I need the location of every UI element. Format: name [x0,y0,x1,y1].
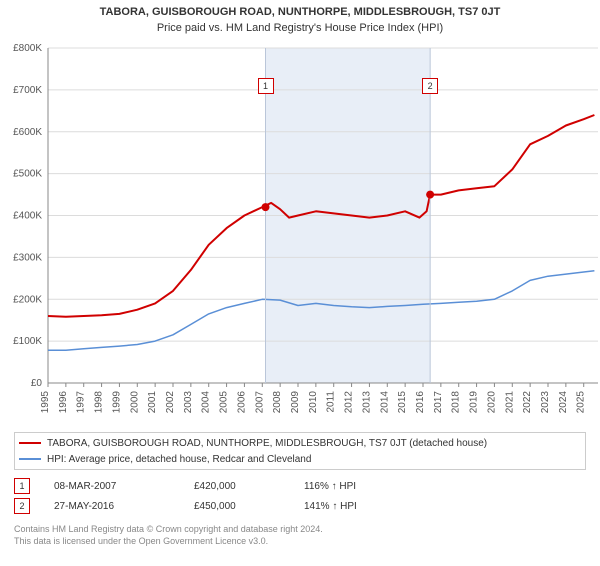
svg-text:2015: 2015 [397,391,408,414]
chart-area: £0 £100K £200K £300K £400K £500K £600K £700K £80… [0,38,600,428]
svg-text:1998: 1998 [94,391,105,414]
svg-text:2022: 2022 [522,391,533,414]
svg-text:2010: 2010 [308,391,319,414]
annotation-row: 1 08-MAR-2007 £420,000 116% ↑ HPI [14,476,586,496]
footer-line: Contains HM Land Registry data © Crown c… [14,524,586,536]
chart-title-main: TABORA, GUISBOROUGH ROAD, NUNTHORPE, MID… [0,6,600,18]
svg-text:2024: 2024 [558,391,569,414]
svg-text:£200K: £200K [13,294,42,305]
annotation-price: £420,000 [194,481,304,492]
svg-text:2014: 2014 [379,391,390,414]
annotation-date: 08-MAR-2007 [54,481,194,492]
svg-text:2018: 2018 [451,391,462,414]
svg-text:2019: 2019 [469,391,480,414]
annotation-date: 27-MAY-2016 [54,501,194,512]
legend-item: TABORA, GUISBOROUGH ROAD, NUNTHORPE, MID… [19,435,581,451]
svg-text:2023: 2023 [540,391,551,414]
svg-text:1996: 1996 [58,391,69,414]
legend-swatch [19,442,41,444]
svg-text:1995: 1995 [40,391,51,414]
svg-text:£0: £0 [31,378,43,389]
annotation-hpi: 116% ↑ HPI [304,481,356,492]
line-chart: £0 £100K £200K £300K £400K £500K £600K £700K £80… [0,38,600,428]
annotation-price: £450,000 [194,501,304,512]
svg-text:2013: 2013 [361,391,372,414]
svg-text:£800K: £800K [13,43,42,54]
svg-text:£400K: £400K [13,211,42,222]
footer-line: This data is licensed under the Open Gov… [14,536,586,548]
svg-text:2001: 2001 [147,391,158,414]
svg-text:2017: 2017 [433,391,444,414]
svg-text:2020: 2020 [486,391,497,414]
svg-text:£300K: £300K [13,252,42,263]
annotation-marker-number: 1 [14,478,30,494]
svg-text:2006: 2006 [236,391,247,414]
svg-text:2009: 2009 [290,391,301,414]
chart-legend: TABORA, GUISBOROUGH ROAD, NUNTHORPE, MID… [14,432,586,470]
svg-text:2021: 2021 [504,391,515,414]
svg-text:2007: 2007 [254,391,265,414]
annotation-marker-number: 2 [14,498,30,514]
chart-title-sub: Price paid vs. HM Land Registry's House … [0,22,600,34]
svg-text:2025: 2025 [576,391,587,414]
svg-text:2016: 2016 [415,391,426,414]
annotation-table: 1 08-MAR-2007 £420,000 116% ↑ HPI 2 27-M… [14,476,586,516]
legend-swatch [19,458,41,460]
svg-text:£100K: £100K [13,336,42,347]
svg-text:2004: 2004 [201,391,212,414]
svg-text:2008: 2008 [272,391,283,414]
svg-text:2012: 2012 [344,391,355,414]
svg-text:2005: 2005 [219,391,230,414]
annotation-row: 2 27-MAY-2016 £450,000 141% ↑ HPI [14,496,586,516]
svg-text:2011: 2011 [326,391,337,413]
svg-text:1999: 1999 [111,391,122,414]
chart-marker-number: 2 [422,78,438,94]
annotation-hpi: 141% ↑ HPI [304,501,357,512]
legend-item: HPI: Average price, detached house, Redc… [19,451,581,467]
legend-label: TABORA, GUISBOROUGH ROAD, NUNTHORPE, MID… [47,438,487,449]
footer-attribution: Contains HM Land Registry data © Crown c… [14,524,586,547]
svg-text:£700K: £700K [13,85,42,96]
chart-marker-number: 1 [258,78,274,94]
svg-text:2003: 2003 [183,391,194,414]
svg-text:£600K: £600K [13,127,42,138]
legend-label: HPI: Average price, detached house, Redc… [47,454,311,465]
svg-text:£500K: £500K [13,169,42,180]
svg-text:2002: 2002 [165,391,176,414]
svg-text:1997: 1997 [76,391,87,414]
svg-text:2000: 2000 [129,391,140,414]
